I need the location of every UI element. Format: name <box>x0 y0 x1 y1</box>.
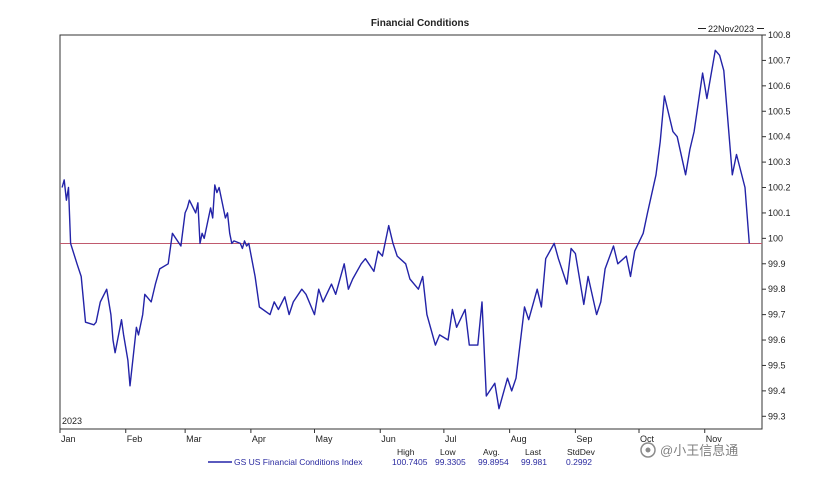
x-tick-label: Oct <box>640 434 655 444</box>
y-tick-label: 99.5 <box>768 360 786 370</box>
y-tick-label: 100.6 <box>768 81 791 91</box>
x-tick-label: Aug <box>511 434 527 444</box>
y-tick-label: 100.7 <box>768 55 791 65</box>
x-tick-label: Jan <box>61 434 76 444</box>
stats-header-last: Last <box>525 447 542 457</box>
watermark: @小王信息通 <box>640 442 738 458</box>
x-tick-label: Nov <box>706 434 723 444</box>
stats-header-stddev: StdDev <box>567 447 596 457</box>
x-tick-label: Jun <box>381 434 396 444</box>
stats-value-stddev: 0.2992 <box>566 457 592 467</box>
y-tick-label: 99.3 <box>768 411 786 421</box>
y-tick-label: 100.5 <box>768 106 791 116</box>
y-tick-label: 99.6 <box>768 335 786 345</box>
y-tick-label: 100.8 <box>768 30 791 40</box>
stats-header-low: Low <box>440 447 456 457</box>
x-tick-label: Apr <box>252 434 266 444</box>
stats-value-avg: 99.8954 <box>478 457 509 467</box>
y-tick-label: 100.1 <box>768 208 791 218</box>
y-tick-label: 99.4 <box>768 386 786 396</box>
y-axis: 100.8 100.7 100.6 100.5 100.4 100.3 100.2 100.1… <box>762 30 791 421</box>
x-axis: Jan Feb Mar Apr May Jun Jul Aug Sep Oct Nov <box>59 429 723 444</box>
y-tick-label: 100.3 <box>768 157 791 167</box>
stats-table: High Low Avg. Last StdDev 100.7405 99.33… <box>392 447 596 467</box>
stats-header-high: High <box>397 447 415 457</box>
y-tick-label: 99.8 <box>768 284 786 294</box>
plot-frame <box>59 34 763 430</box>
y-tick-label: 100.2 <box>768 183 791 193</box>
legend: GS US Financial Conditions Index <box>208 457 363 467</box>
watermark-logo-icon <box>640 442 656 458</box>
series-line-gs-fci <box>61 49 750 410</box>
y-tick-label: 100.4 <box>768 132 791 142</box>
x-tick-label: May <box>316 434 334 444</box>
x-tick-label: Feb <box>127 434 143 444</box>
watermark-text: @小王信息通 <box>660 443 738 458</box>
x-tick-label: Sep <box>576 434 592 444</box>
date-label: 22Nov2023 <box>708 24 754 34</box>
watermark-logo-dot-icon <box>645 447 651 453</box>
y-tick-label: 99.9 <box>768 259 786 269</box>
y-tick-label: 99.7 <box>768 310 786 320</box>
stats-header-avg: Avg. <box>483 447 500 457</box>
legend-series-name: GS US Financial Conditions Index <box>234 457 363 467</box>
x-tick-label: Jul <box>445 434 457 444</box>
stats-value-low: 99.3305 <box>435 457 466 467</box>
y-tick-label: 100 <box>768 233 783 243</box>
stats-value-last: 99.981 <box>521 457 547 467</box>
year-label: 2023 <box>62 416 82 426</box>
x-tick-label: Mar <box>186 434 202 444</box>
stats-value-high: 100.7405 <box>392 457 428 467</box>
chart-title: Financial Conditions <box>371 18 470 29</box>
